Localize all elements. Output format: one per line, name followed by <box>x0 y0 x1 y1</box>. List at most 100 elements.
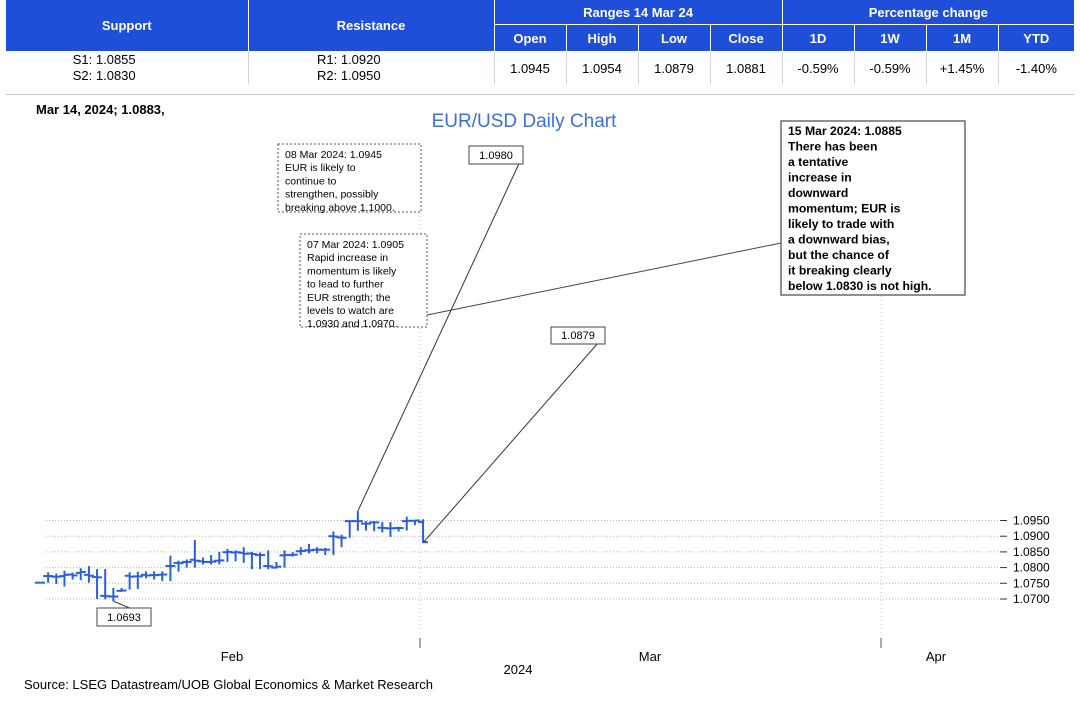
callout-label: 1.0693 <box>107 612 141 624</box>
note-line: a tentative <box>788 155 849 169</box>
chart-title: EUR/USD Daily Chart <box>432 111 617 132</box>
note-line: breaking above 1.1000. <box>285 202 395 214</box>
ohlc-bar <box>263 550 274 570</box>
ohlc-bar <box>116 588 127 592</box>
callout-box <box>468 145 524 165</box>
ranges-header: Ranges 14 Mar 24 <box>494 0 783 25</box>
x-year-label: 2024 <box>504 662 533 677</box>
note-box <box>780 120 966 296</box>
note-leader <box>426 242 782 316</box>
note-line: 07 Mar 2024: 1.0905 <box>307 239 404 251</box>
ohlc-bar <box>352 511 363 531</box>
note-line: 1.0930 and 1.0970. <box>307 318 398 330</box>
col-high: High <box>566 24 639 52</box>
value-ytd: -1.40% <box>1015 60 1057 76</box>
note-line: a downward bias, <box>788 233 890 247</box>
ohlc-bar <box>271 561 282 569</box>
y-tick-label: 1.0900 <box>1013 529 1050 543</box>
note-line: momentum; EUR is <box>788 202 901 216</box>
chart-date-price-label: Mar 14, 2024; 1.0883, <box>36 102 165 117</box>
ohlc-bar <box>336 534 347 548</box>
note-box <box>299 233 428 328</box>
ohlc-series <box>35 511 429 602</box>
ohlc-bar <box>279 550 290 568</box>
col-open: Open <box>494 24 567 52</box>
col-1d: 1D <box>782 24 855 52</box>
ohlc-bar <box>393 526 404 532</box>
x-tick-label: Apr <box>926 649 947 664</box>
ohlc-bar <box>255 552 266 570</box>
callout-leader <box>357 154 524 512</box>
support-cell: S1: 1.0855 S2: 1.0830 <box>6 51 249 84</box>
ohlc-bar <box>108 588 119 602</box>
note-line: Rapid increase in <box>307 252 388 264</box>
col-1w: 1W <box>854 24 927 52</box>
price-callout: 1.0980 <box>357 145 524 512</box>
note-line: 15 Mar 2024: 1.0885 <box>788 124 902 138</box>
summary-table: Support Resistance Ranges 14 Mar 24 Perc… <box>6 0 1075 84</box>
y-tick-label: 1.0850 <box>1013 545 1050 559</box>
note-line: EUR is likely to <box>285 162 356 174</box>
ohlc-bar <box>328 531 339 556</box>
support-s1: S1: 1.0855 <box>72 52 136 67</box>
note-line: momentum is likely <box>307 265 397 277</box>
ohlc-bar <box>385 522 396 537</box>
value-1m: +1.45% <box>926 51 999 84</box>
ohlc-bar <box>157 571 168 582</box>
note-line: likely to trade with <box>788 217 894 231</box>
ohlc-bar <box>75 568 86 581</box>
source-note: Source: LSEG Datastream/UOB Global Econo… <box>24 677 433 692</box>
ohlc-bar <box>92 569 103 599</box>
x-tick-label: Feb <box>221 649 243 664</box>
col-low: Low <box>638 24 711 52</box>
price-callout: 1.0879 <box>422 326 606 544</box>
ohlc-bar <box>124 572 135 590</box>
note-line: There has been <box>788 140 877 154</box>
resistance-header: Resistance <box>248 0 495 52</box>
col-close: Close <box>710 24 783 52</box>
value-high: 1.0954 <box>566 51 639 84</box>
value-1d: -0.59% <box>782 51 855 84</box>
ohlc-bar <box>287 552 298 557</box>
x-tick-label: Mar <box>639 649 662 664</box>
chart-panel <box>6 94 1074 701</box>
ohlc-bar <box>409 519 420 526</box>
ohlc-bar <box>344 520 355 538</box>
callout-box <box>96 607 152 627</box>
ohlc-bar <box>165 555 176 582</box>
resistance-r2: R2: 1.0950 <box>317 68 381 83</box>
note-line: 08 Mar 2024: 1.0945 <box>285 149 382 161</box>
support-s2: S2: 1.0830 <box>72 68 136 83</box>
price-callout: 1.0693 <box>96 600 152 627</box>
ohlc-bar <box>189 539 200 568</box>
ohlc-bar <box>100 569 111 600</box>
ohlc-bar <box>83 566 94 583</box>
y-tick-label: 1.0750 <box>1013 576 1050 590</box>
note-line: but the chance of <box>788 248 890 262</box>
y-tick-label: 1.0950 <box>1013 514 1050 528</box>
note-line: to lead to further <box>307 279 384 291</box>
ohlc-bar <box>320 547 331 556</box>
note-box <box>277 143 422 213</box>
ohlc-bar <box>173 560 184 572</box>
ohlc-bar <box>214 551 225 565</box>
value-open: 1.0945 <box>494 51 567 84</box>
note-line: increase in <box>788 171 852 185</box>
callout-label: 1.0879 <box>561 330 595 342</box>
ohlc-bar <box>67 572 78 580</box>
note-line: EUR strength; the <box>307 292 391 304</box>
value-low: 1.0879 <box>638 51 711 84</box>
value-1w: -0.59% <box>854 51 927 84</box>
support-header: Support <box>6 0 249 52</box>
ohlc-bar <box>377 522 388 533</box>
col-ytd: YTD <box>998 24 1075 52</box>
note-line: it breaking clearly <box>788 264 892 278</box>
resistance-r1: R1: 1.0920 <box>317 52 381 67</box>
callout-box <box>550 326 606 345</box>
value-close: 1.0881 <box>710 51 783 84</box>
